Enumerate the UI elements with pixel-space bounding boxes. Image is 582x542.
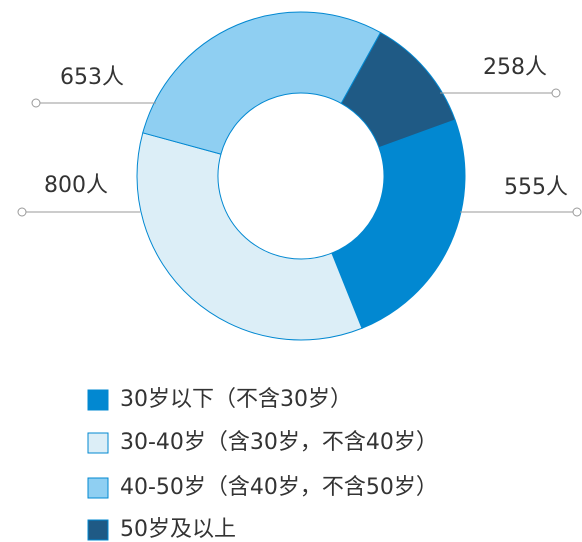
data-label: 800人	[44, 173, 108, 198]
legend-label: 30岁以下（不含30岁）	[120, 387, 352, 412]
callout-dot	[31, 98, 41, 108]
legend-swatch	[87, 432, 109, 454]
callout-dot	[572, 207, 582, 217]
donut-segment	[340, 31, 456, 149]
callout-dot	[17, 207, 27, 217]
data-label: 555人	[504, 175, 568, 200]
legend-label: 50岁及以上	[120, 517, 236, 542]
data-label: 653人	[60, 65, 124, 90]
legend-swatch	[87, 477, 109, 499]
legend-swatch	[87, 519, 109, 541]
legend-swatch	[87, 389, 109, 411]
callout-dot	[551, 88, 561, 98]
data-label: 258人	[483, 55, 547, 80]
donut-segment	[136, 132, 363, 341]
legend-label: 40-50岁（含40岁，不含50岁）	[120, 475, 438, 500]
legend-label: 30-40岁（含30岁，不含40岁）	[120, 430, 438, 455]
donut-segment	[331, 119, 466, 329]
donut-segment	[142, 11, 382, 155]
